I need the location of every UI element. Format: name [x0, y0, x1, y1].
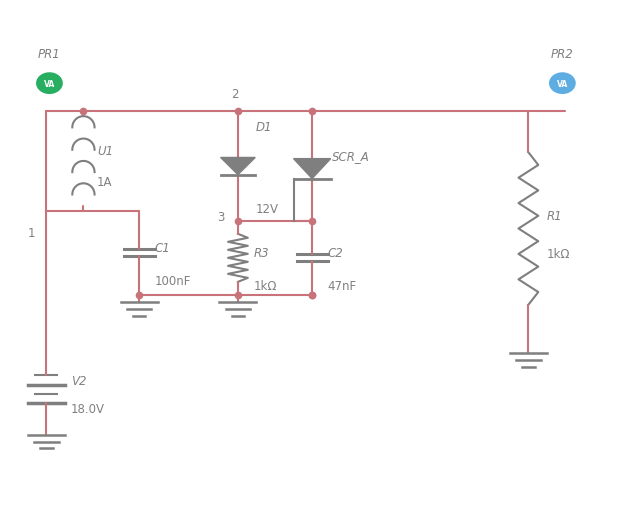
Polygon shape	[221, 158, 255, 175]
Text: SCR_A: SCR_A	[332, 150, 370, 163]
Text: 18.0V: 18.0V	[71, 402, 105, 415]
Text: 47nF: 47nF	[328, 280, 357, 293]
Text: V2: V2	[71, 374, 87, 387]
Text: PR1: PR1	[38, 48, 61, 61]
Text: R3: R3	[253, 247, 269, 260]
Text: 3: 3	[217, 211, 224, 224]
Text: D1: D1	[255, 121, 272, 134]
Text: 100nF: 100nF	[154, 275, 191, 288]
Polygon shape	[294, 159, 331, 179]
Text: 1kΩ: 1kΩ	[253, 280, 277, 293]
Text: R1: R1	[547, 210, 562, 223]
Text: VA: VA	[557, 79, 568, 89]
Text: 1A: 1A	[97, 176, 112, 188]
Text: VA: VA	[44, 79, 55, 89]
Circle shape	[35, 72, 64, 96]
Circle shape	[548, 72, 577, 96]
Text: U1: U1	[97, 145, 113, 158]
Text: 1: 1	[28, 227, 35, 239]
Text: 1kΩ: 1kΩ	[547, 248, 570, 261]
Text: 2: 2	[231, 88, 239, 101]
Text: C2: C2	[328, 247, 343, 260]
Text: 12V: 12V	[255, 202, 278, 215]
Text: PR2: PR2	[551, 48, 574, 61]
Text: C1: C1	[154, 242, 170, 254]
